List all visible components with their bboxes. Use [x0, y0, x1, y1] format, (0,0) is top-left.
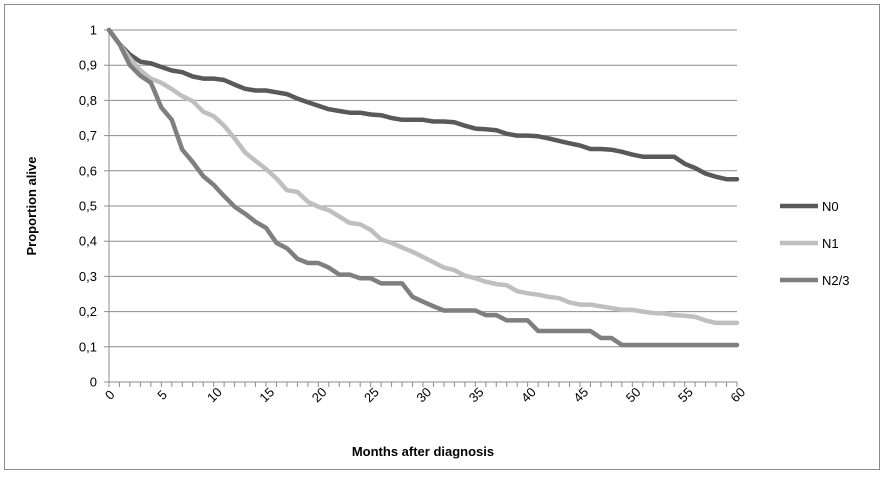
y-tick-label: 1	[90, 23, 97, 38]
y-tick-label: 0,9	[79, 58, 97, 73]
x-tick-label: 15	[256, 384, 277, 405]
x-axis-title: Months after diagnosis	[352, 444, 494, 459]
legend-label-n2-3: N2/3	[822, 273, 849, 288]
axes	[104, 29, 738, 387]
legend-label-n0: N0	[822, 199, 839, 214]
x-tick-label: 30	[413, 384, 434, 405]
legend: N0 N1 N2/3	[780, 199, 849, 288]
x-tick-label: 20	[309, 384, 330, 405]
series-line-n2-3	[106, 27, 740, 348]
series-lines	[106, 27, 740, 348]
series-line-n1	[106, 27, 740, 326]
x-tick-label: 5	[154, 387, 170, 403]
y-tick-label: 0,4	[79, 234, 97, 249]
x-tick-label: 35	[466, 384, 487, 405]
y-tick-label: 0,3	[79, 269, 97, 284]
series-line-n0	[106, 27, 740, 182]
tick-labels: 00,10,20,30,40,50,60,70,80,910 5 10 15 20 25 3…	[79, 23, 748, 406]
y-axis-title: Proportion alive	[24, 157, 39, 256]
x-tick-label: 40	[518, 384, 539, 405]
x-tick-label: 55	[675, 384, 696, 405]
x-tick-label: 50	[623, 384, 644, 405]
x-tick-label: 25	[361, 384, 382, 405]
x-tick-label: 0	[102, 387, 118, 403]
y-tick-label: 0,7	[79, 128, 97, 143]
y-tick-label: 0,5	[79, 199, 97, 214]
x-tick-label: 10	[204, 384, 225, 405]
legend-label-n1: N1	[822, 236, 839, 251]
x-tick-label: 45	[570, 384, 591, 405]
y-tick-label: 0,6	[79, 163, 97, 178]
y-tick-label: 0	[90, 375, 97, 390]
y-tick-label: 0,1	[79, 339, 97, 354]
y-tick-label: 0,8	[79, 93, 97, 108]
x-tick-label: 60	[727, 384, 748, 405]
y-tick-label: 0,2	[79, 304, 97, 319]
